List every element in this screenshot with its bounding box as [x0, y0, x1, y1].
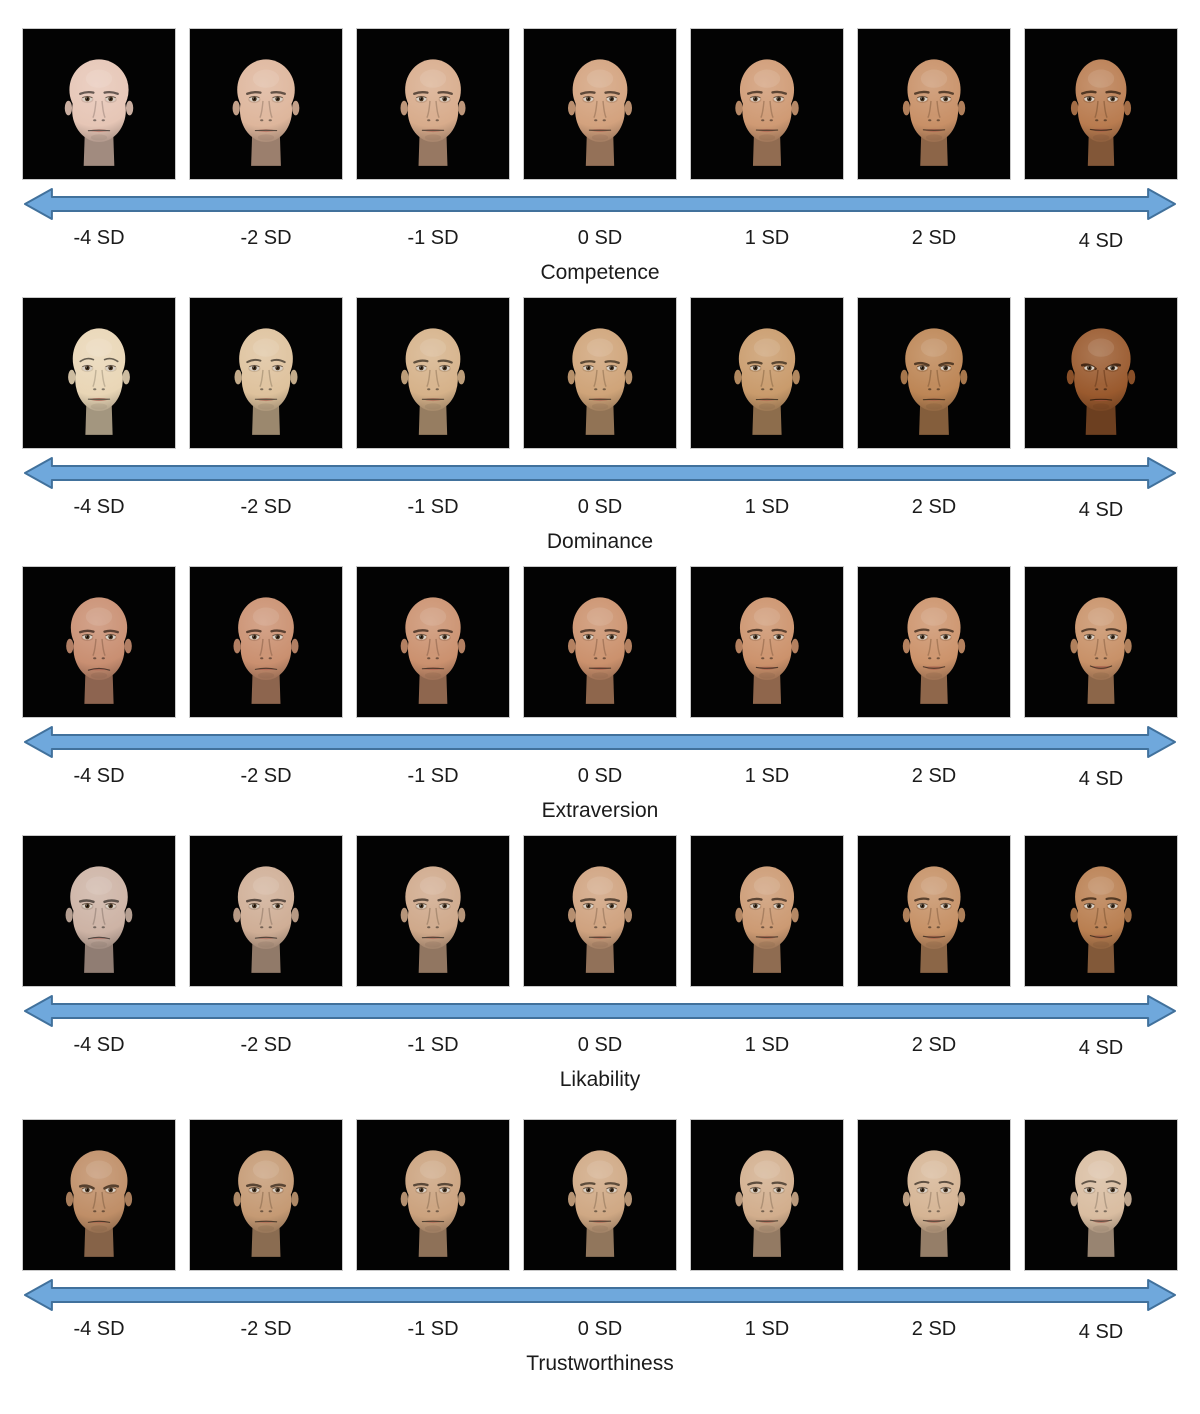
face-image-dominance-2sd [857, 297, 1011, 449]
faces-grid-dominance [22, 297, 1178, 449]
sd-label: 0 SD [577, 227, 623, 249]
sd-label: 1 SD [744, 496, 790, 518]
sd-label: -2 SD [240, 1318, 292, 1340]
sd-axis-arrow-icon [22, 1277, 1178, 1313]
face-image-extraversion--1sd [356, 566, 510, 718]
face-image-competence--2sd [189, 28, 343, 180]
trait-row-competence: -4 SD -2 SD -1 SD 0 SD 1 SD 2 SD 4 SD Competenc… [22, 28, 1178, 286]
faces-grid-competence [22, 28, 1178, 180]
sd-axis-arrow-icon [22, 724, 1178, 760]
sd-label: -4 SD [73, 765, 125, 787]
face-image-trustworthiness-1sd [690, 1119, 844, 1271]
sd-label: -4 SD [73, 227, 125, 249]
face-trait-figure: -4 SD -2 SD -1 SD 0 SD 1 SD 2 SD 4 SD Competenc… [22, 28, 1178, 1377]
trait-title-dominance: Dominance [546, 530, 654, 553]
sd-axis-arrow-icon [22, 186, 1178, 222]
sd-label: -1 SD [407, 496, 459, 518]
sd-label: 2 SD [911, 765, 957, 787]
sd-label: -2 SD [240, 496, 292, 518]
sd-label: 4 SD [1078, 1321, 1124, 1343]
sd-axis-arrow-icon [22, 993, 1178, 1029]
sd-label: 2 SD [911, 227, 957, 249]
sd-label: 1 SD [744, 1034, 790, 1056]
sd-label: 4 SD [1078, 768, 1124, 790]
face-image-trustworthiness-2sd [857, 1119, 1011, 1271]
sd-label: 1 SD [744, 1318, 790, 1340]
face-image-trustworthiness-4sd [1024, 1119, 1178, 1271]
face-image-likability-4sd [1024, 835, 1178, 987]
face-image-likability-1sd [690, 835, 844, 987]
face-image-trustworthiness-0sd [523, 1119, 677, 1271]
trait-row-dominance: -4 SD -2 SD -1 SD 0 SD 1 SD 2 SD 4 SD Dominance [22, 297, 1178, 555]
sd-labels-trustworthiness: -4 SD -2 SD -1 SD 0 SD 1 SD 2 SD 4 SD [22, 1316, 1178, 1343]
sd-label: 0 SD [577, 765, 623, 787]
sd-labels-likability: -4 SD -2 SD -1 SD 0 SD 1 SD 2 SD 4 SD [22, 1032, 1178, 1059]
trait-title-trustworthiness: Trustworthiness [526, 1352, 674, 1375]
trait-title-likability: Likability [559, 1068, 641, 1091]
trait-title-competence: Competence [540, 261, 660, 284]
face-image-likability-2sd [857, 835, 1011, 987]
sd-label: 4 SD [1078, 1037, 1124, 1059]
face-image-dominance-0sd [523, 297, 677, 449]
sd-label: 0 SD [577, 1034, 623, 1056]
sd-label: -2 SD [240, 227, 292, 249]
face-image-dominance-1sd [690, 297, 844, 449]
trait-rows: -4 SD -2 SD -1 SD 0 SD 1 SD 2 SD 4 SD Competenc… [22, 28, 1178, 1377]
sd-labels-extraversion: -4 SD -2 SD -1 SD 0 SD 1 SD 2 SD 4 SD [22, 763, 1178, 790]
face-image-competence-2sd [857, 28, 1011, 180]
trait-row-extraversion: -4 SD -2 SD -1 SD 0 SD 1 SD 2 SD 4 SD Extravers… [22, 566, 1178, 824]
face-image-competence-1sd [690, 28, 844, 180]
sd-label: 4 SD [1078, 230, 1124, 252]
face-image-extraversion--4sd [22, 566, 176, 718]
face-image-extraversion-0sd [523, 566, 677, 718]
faces-grid-extraversion [22, 566, 1178, 718]
sd-label: -1 SD [407, 765, 459, 787]
sd-label: -2 SD [240, 1034, 292, 1056]
face-image-extraversion--2sd [189, 566, 343, 718]
face-image-trustworthiness--2sd [189, 1119, 343, 1271]
sd-axis-arrow-icon [22, 455, 1178, 491]
sd-label: -4 SD [73, 1318, 125, 1340]
sd-label: -1 SD [407, 227, 459, 249]
sd-label: 1 SD [744, 227, 790, 249]
sd-label: 0 SD [577, 1318, 623, 1340]
face-image-likability--4sd [22, 835, 176, 987]
sd-labels-dominance: -4 SD -2 SD -1 SD 0 SD 1 SD 2 SD 4 SD [22, 494, 1178, 521]
face-image-trustworthiness--4sd [22, 1119, 176, 1271]
face-image-dominance--1sd [356, 297, 510, 449]
face-image-likability--1sd [356, 835, 510, 987]
face-image-competence-4sd [1024, 28, 1178, 180]
sd-label: 2 SD [911, 1034, 957, 1056]
sd-label: 2 SD [911, 496, 957, 518]
face-image-extraversion-4sd [1024, 566, 1178, 718]
face-image-likability--2sd [189, 835, 343, 987]
sd-label: 0 SD [577, 496, 623, 518]
sd-label: 2 SD [911, 1318, 957, 1340]
face-image-extraversion-2sd [857, 566, 1011, 718]
face-image-dominance--2sd [189, 297, 343, 449]
face-image-likability-0sd [523, 835, 677, 987]
face-image-dominance--4sd [22, 297, 176, 449]
face-image-dominance-4sd [1024, 297, 1178, 449]
faces-grid-trustworthiness [22, 1119, 1178, 1271]
face-image-competence--4sd [22, 28, 176, 180]
sd-label: -1 SD [407, 1318, 459, 1340]
face-image-competence--1sd [356, 28, 510, 180]
trait-row-trustworthiness: -4 SD -2 SD -1 SD 0 SD 1 SD 2 SD 4 SD Trustwort… [22, 1119, 1178, 1377]
sd-label: -1 SD [407, 1034, 459, 1056]
sd-label: 1 SD [744, 765, 790, 787]
face-image-competence-0sd [523, 28, 677, 180]
sd-label: -4 SD [73, 1034, 125, 1056]
trait-row-likability: -4 SD -2 SD -1 SD 0 SD 1 SD 2 SD 4 SD Likabilit… [22, 835, 1178, 1093]
face-image-trustworthiness--1sd [356, 1119, 510, 1271]
faces-grid-likability [22, 835, 1178, 987]
sd-label: 4 SD [1078, 499, 1124, 521]
face-image-extraversion-1sd [690, 566, 844, 718]
sd-labels-competence: -4 SD -2 SD -1 SD 0 SD 1 SD 2 SD 4 SD [22, 225, 1178, 252]
sd-label: -2 SD [240, 765, 292, 787]
trait-title-extraversion: Extraversion [541, 799, 659, 822]
sd-label: -4 SD [73, 496, 125, 518]
